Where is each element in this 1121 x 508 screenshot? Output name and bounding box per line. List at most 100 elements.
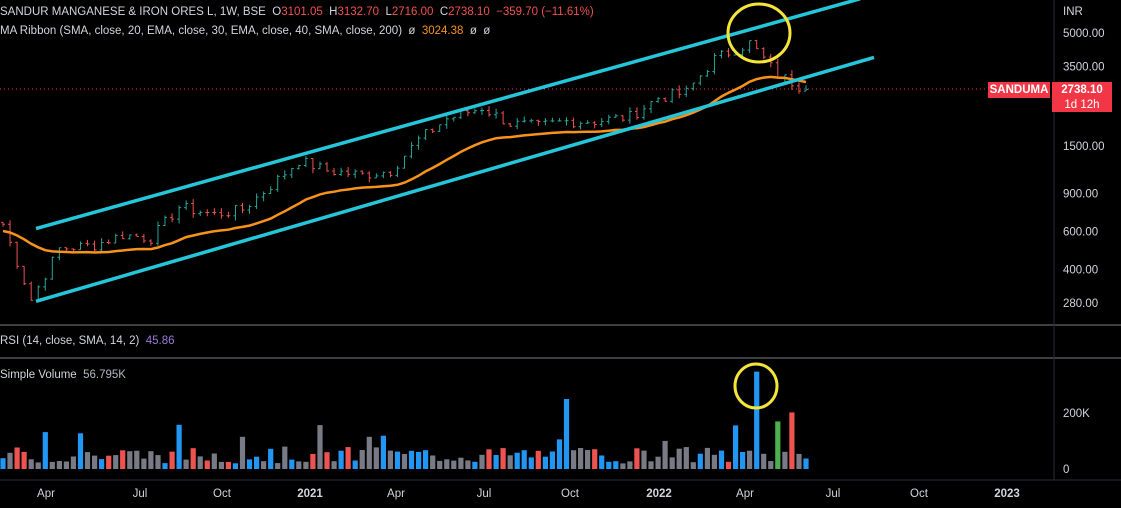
high-label: H [329,6,338,18]
volume-bar [416,451,422,469]
volume-bar [338,450,344,469]
rsi-value: 45.86 [145,335,175,347]
volume-bar [268,448,274,469]
x-tick-label: Oct [213,488,232,500]
volume-bar [56,461,62,469]
volume-bar [683,447,689,469]
volume-bar [387,450,393,469]
volume-bar [465,460,471,469]
last-price-tag: 2738.10 [1052,82,1112,98]
ma-ribbon-label: MA Ribbon (SMA, close, 20, EMA, close, 3… [0,25,403,37]
open-value: 3101.05 [281,6,323,18]
volume-bar [444,459,450,469]
volume-bar [352,460,358,469]
ma-value-3: ø [469,25,477,37]
volume-bar [204,460,210,469]
volume-bar [599,455,605,469]
volume-bar [148,451,154,469]
peak-highlight-circle [726,2,792,64]
volume-bar [430,455,436,469]
volume-bar [606,461,612,469]
volume-bar [106,455,112,469]
volume-tick-label: 0 [1063,464,1069,476]
volume-bar [246,459,253,469]
currency-label: INR [1063,6,1083,18]
volume-bar [690,462,696,469]
volume-bar [401,454,408,469]
volume-bar [254,456,260,469]
volume-bar [704,447,710,469]
volume-legend[interactable]: Simple Volume 56.795K [0,369,126,381]
ma-ribbon-line [2,75,807,254]
volume-bar [275,463,281,469]
volume-value: 56.795K [83,369,126,381]
volume-bar [99,459,105,469]
symbol-legend: SANDUR MANGANESE & IRON ORES L, 1W, BSE … [0,6,594,18]
volume-bar [155,455,161,469]
ma-value-4: ø [483,25,491,37]
close-value: 2738.10 [448,6,490,18]
volume-bar [239,436,246,469]
y-tick-label: 400.00 [1063,265,1098,277]
volume-bar [232,463,238,469]
countdown-tag: 1d 12h [1052,98,1112,112]
rsi-legend[interactable]: RSI (14, close, SMA, 14, 2) 45.86 [0,335,175,347]
x-tick-label: 2023 [994,488,1020,500]
volume-bar [761,453,767,469]
volume-bar [70,456,76,469]
volume-bar [747,450,753,469]
volume-bar [373,447,379,469]
volume-bar [310,453,316,469]
volume-highlight-circle [733,362,779,410]
volume-bar [634,448,640,469]
x-tick-label: Oct [561,488,580,500]
channel-lower-line [35,55,875,304]
volume-bar [796,453,802,469]
y-tick-label: 1500.00 [1063,141,1105,153]
volume-bar [549,451,555,469]
volume-bar [317,425,323,469]
volume-bar [345,447,351,469]
volume-bar [556,439,563,469]
volume-bar [0,458,6,469]
volume-bar [120,450,126,469]
volume-bar [740,452,746,469]
volume-label: Simple Volume [0,369,77,381]
volume-bar [324,452,330,469]
volume-bar [380,435,386,469]
volume-bar [662,440,668,469]
volume-bar [113,455,119,469]
volume-bar [176,424,182,469]
volume-bar [92,455,98,469]
y-tick-label: 900.00 [1063,189,1098,201]
volume-bar [648,461,654,469]
volume-bar [542,456,548,469]
volume-bar [359,450,365,469]
volume-bar [197,456,203,469]
volume-bar [14,447,20,469]
volume-bar [42,432,48,469]
y-tick-label: 600.00 [1063,227,1098,239]
low-label: L [385,6,392,18]
volume-bar [585,450,591,469]
volume-bar [803,458,809,469]
volume-bar [211,453,217,469]
x-tick-label: Jul [826,488,841,500]
volume-bar [711,454,717,469]
volume-bar [84,452,91,469]
x-tick-label: Apr [736,488,754,500]
volume-bar [296,461,302,469]
ma-ribbon-legend[interactable]: MA Ribbon (SMA, close, 20, EMA, close, 3… [0,25,490,37]
y-tick-label: 280.00 [1063,298,1098,310]
volume-bar [528,457,534,469]
volume-bar [127,451,133,469]
exchange: BSE [242,6,266,18]
volume-bar [655,456,661,469]
volume-bar [521,450,527,469]
volume-bar [669,457,675,469]
volume-bar [725,461,732,469]
volume-bar [472,461,478,469]
volume-bar [458,457,464,469]
volume-bar [486,449,492,469]
